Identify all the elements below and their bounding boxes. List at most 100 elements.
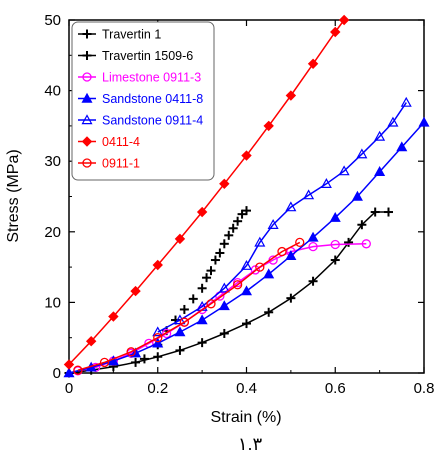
data-point xyxy=(152,326,164,337)
data-point xyxy=(153,352,163,362)
legend-item: Travertin 1509-6 xyxy=(78,49,193,63)
data-point xyxy=(254,236,266,247)
data-point xyxy=(81,92,93,103)
data-point xyxy=(196,206,208,218)
data-point xyxy=(174,314,186,325)
data-point xyxy=(277,246,287,257)
data-point xyxy=(152,259,163,271)
data-point xyxy=(241,150,252,161)
data-point xyxy=(197,338,207,348)
data-point xyxy=(63,367,75,378)
data-point xyxy=(188,294,198,304)
data-point xyxy=(228,223,238,233)
legend-label: Travertin 1 xyxy=(102,28,161,42)
data-point xyxy=(242,206,251,216)
x-axis-ticks: 0 0.2 0.4 0.6 0.8 xyxy=(65,20,434,397)
data-point xyxy=(179,304,189,314)
data-point xyxy=(384,207,393,217)
data-point xyxy=(303,189,315,200)
legend-label: Sandstone 0911-4 xyxy=(102,114,203,128)
legend-item: Travertin 1 xyxy=(78,28,161,42)
data-point xyxy=(202,273,212,283)
legend-item: Sandstone 0411-8 xyxy=(78,92,203,106)
y-tick-label: 0 xyxy=(53,365,61,382)
data-point xyxy=(99,357,110,368)
y-tick-label: 50 xyxy=(44,12,61,29)
data-point xyxy=(224,230,234,240)
data-point xyxy=(233,216,243,226)
data-point xyxy=(351,190,363,201)
data-point xyxy=(82,72,92,82)
data-point xyxy=(338,14,350,26)
data-point xyxy=(210,255,220,265)
data-point xyxy=(285,201,297,212)
data-point xyxy=(396,141,408,152)
y-tick-label: 30 xyxy=(44,153,61,170)
data-point xyxy=(130,285,141,297)
data-point xyxy=(73,365,83,375)
data-point xyxy=(196,314,208,325)
series-line xyxy=(77,241,301,371)
legend-item: 0411-4 xyxy=(78,135,140,149)
data-point xyxy=(263,120,274,132)
data-point xyxy=(63,359,75,370)
legend-label: Travertin 1509-6 xyxy=(102,49,193,63)
data-point xyxy=(85,336,97,347)
data-point xyxy=(320,178,332,188)
data-point xyxy=(108,311,119,322)
data-point xyxy=(197,283,207,293)
data-point xyxy=(206,266,216,276)
x-tick-label: 0 xyxy=(65,380,73,397)
figure-caption: ۱.۳ xyxy=(238,434,263,454)
data-point xyxy=(338,165,350,176)
data-point xyxy=(255,262,265,272)
data-point xyxy=(175,345,185,355)
data-point xyxy=(286,293,296,303)
x-tick-label: 0.4 xyxy=(236,380,257,397)
data-point xyxy=(218,300,230,311)
data-point xyxy=(81,136,93,147)
data-point xyxy=(179,317,190,327)
data-point xyxy=(82,51,92,60)
data-point xyxy=(344,237,354,247)
y-tick-label: 40 xyxy=(44,83,61,100)
legend-item: Sandstone 0911-4 xyxy=(78,114,203,128)
data-point xyxy=(81,114,93,125)
data-point xyxy=(330,239,340,250)
series-line xyxy=(68,19,345,366)
data-point xyxy=(264,307,274,317)
data-point xyxy=(242,319,251,329)
data-point xyxy=(174,233,186,245)
data-point xyxy=(153,333,163,343)
data-point xyxy=(206,299,216,309)
data-point xyxy=(361,239,371,249)
y-tick-label: 20 xyxy=(44,224,61,241)
x-tick-label: 0.2 xyxy=(147,380,168,397)
data-point xyxy=(356,148,368,159)
legend-label: 0911-1 xyxy=(102,157,140,171)
legend-label: 0411-4 xyxy=(102,135,140,149)
data-point xyxy=(82,158,92,168)
data-point xyxy=(374,166,386,176)
data-point xyxy=(330,255,340,265)
data-point xyxy=(219,239,229,249)
data-point xyxy=(263,268,275,279)
data-point xyxy=(387,116,399,127)
data-point xyxy=(219,328,229,338)
data-point xyxy=(215,248,225,258)
data-point xyxy=(152,337,164,348)
legend-item: 0911-1 xyxy=(78,157,140,171)
data-point xyxy=(240,259,253,270)
x-axis-label: Strain (%) xyxy=(210,409,281,426)
data-point xyxy=(232,280,243,290)
data-point xyxy=(329,211,341,222)
data-point xyxy=(219,178,230,189)
data-point xyxy=(161,328,172,339)
data-point xyxy=(285,90,297,101)
data-point xyxy=(240,285,253,296)
series-6 xyxy=(73,237,305,375)
data-point xyxy=(418,116,430,127)
y-axis-label: Stress (MPa) xyxy=(5,149,22,242)
series-layer xyxy=(63,14,430,378)
